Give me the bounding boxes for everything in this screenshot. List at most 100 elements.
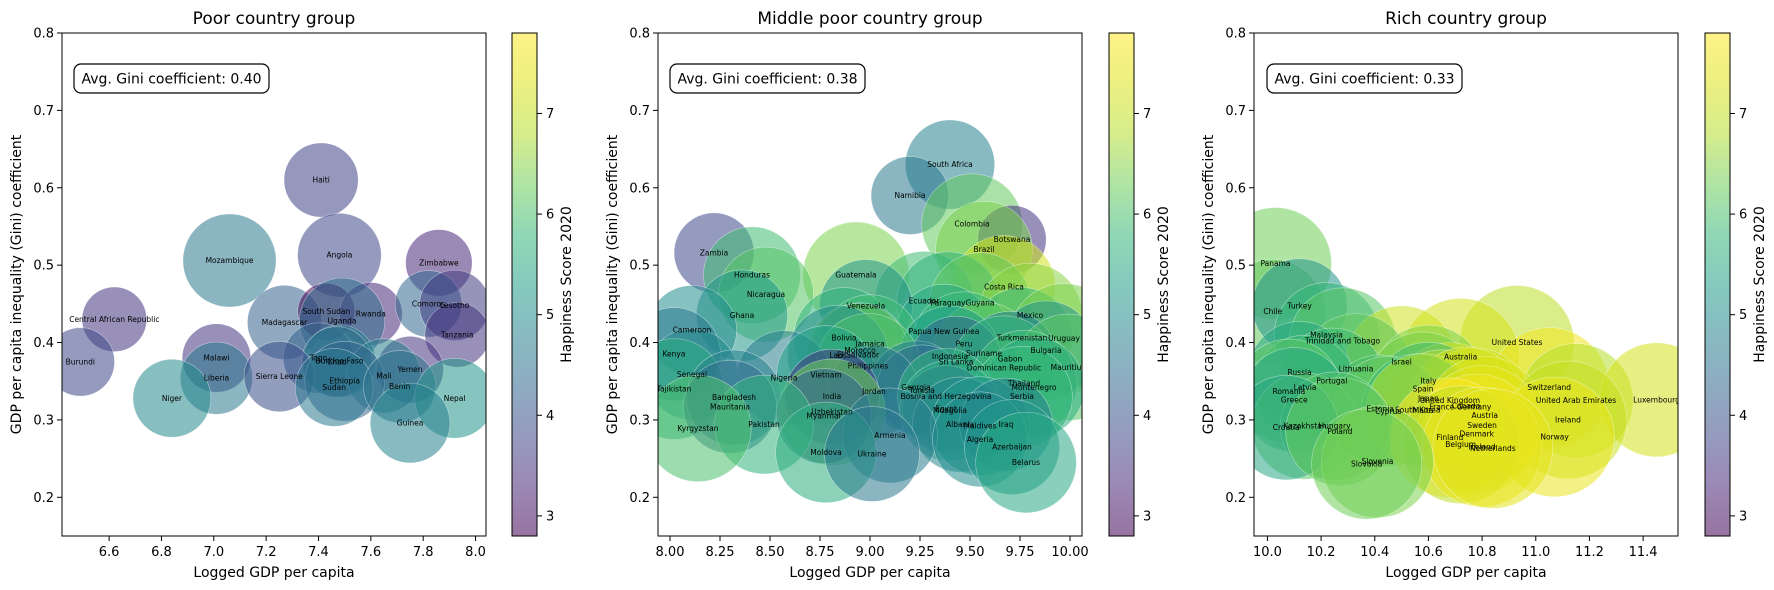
country-label: Cameroon [673, 326, 712, 335]
y-tick-label: 0.8 [33, 27, 54, 42]
bubble [369, 382, 451, 464]
country-label: Costa Rica [984, 282, 1024, 291]
y-tick-label: 0.4 [1225, 336, 1246, 351]
colorbar-label: Happiness Score 2020 [1156, 206, 1172, 363]
country-label: Australia [1444, 353, 1477, 362]
panel-rich: Rich country group Panama Chile Turkey Mala… [1201, 9, 1768, 581]
panel-title: Middle poor country group [757, 9, 982, 29]
country-label: Malta [1413, 406, 1434, 415]
country-label: Mali [376, 371, 391, 380]
x-tick-label: 8.75 [806, 545, 835, 560]
panel-title: Rich country group [1385, 9, 1547, 29]
country-label: Mozambique [206, 256, 254, 265]
country-label: Albania [946, 420, 974, 429]
country-label: Trinidad and Tobago [1304, 336, 1380, 345]
country-label: Jamaica [854, 340, 885, 349]
colorbar-tick-label: 5 [546, 308, 554, 323]
country-label: Zambia [700, 248, 728, 257]
colorbar-frame [1704, 32, 1731, 537]
y-tick-label: 0.4 [33, 336, 54, 351]
x-tick-label: 6.8 [151, 545, 172, 560]
colorbar-tick-label: 7 [546, 107, 554, 122]
colorbar-gradient [1705, 33, 1730, 536]
country-label: Venezuela [847, 302, 886, 311]
country-label: Georgia [901, 383, 930, 392]
panel-title: Poor country group [193, 9, 356, 29]
x-tick-label: 7.4 [308, 545, 329, 560]
y-axis-rich: 0.2 0.3 0.4 0.5 0.6 0.7 0.8 [1225, 27, 1254, 506]
country-label: Indonesia [932, 352, 968, 361]
colorbar-gradient [1109, 33, 1134, 536]
country-label: Botswana [994, 235, 1031, 244]
colorbar-tick-label: 6 [1739, 208, 1747, 223]
country-label: Sudan [322, 383, 346, 392]
country-label: Peru [956, 340, 973, 349]
country-label: Suriname [966, 349, 1002, 358]
x-axis-rich: 10.0 10.2 10.4 10.6 10.8 11.0 11.2 11.4 [1253, 536, 1658, 560]
country-label: Italy [1420, 377, 1437, 386]
country-label: Philippines [848, 361, 889, 370]
country-label: Ukraine [858, 449, 887, 458]
colorbar-tick-label: 4 [1143, 409, 1151, 424]
x-axis-label: Logged GDP per capita [1385, 565, 1546, 581]
country-label: Ghana [730, 311, 755, 320]
colorbar-tick-label: 4 [546, 409, 554, 424]
country-label: Tunisia [908, 386, 935, 395]
colorbar-tick-label: 4 [1739, 409, 1747, 424]
country-label: Spain [1413, 384, 1434, 393]
colorbar-frame [511, 32, 538, 537]
country-label: Pakistan [748, 420, 780, 429]
country-label: India [823, 392, 841, 401]
y-tick-label: 0.6 [33, 181, 54, 196]
country-label: Kenya [663, 350, 686, 359]
country-label: Lesotho [440, 301, 470, 310]
country-label: Uruguay [1048, 334, 1080, 343]
country-label: Bangladesh [712, 393, 756, 402]
country-label: Moldova [810, 448, 842, 457]
country-label: Serbia [1010, 392, 1034, 401]
y-axis-middle: 0.2 0.3 0.4 0.5 0.6 0.7 0.8 [629, 27, 658, 506]
country-label: Lithuania [1339, 364, 1374, 373]
country-label: South Korea [1395, 405, 1440, 414]
x-tick-label: 7.6 [360, 545, 381, 560]
country-label: Israel [1391, 357, 1412, 366]
colorbar-tick-label: 3 [1739, 509, 1747, 524]
y-axis-label: GDP per capita inequality (Gini) coeffic… [9, 134, 25, 434]
country-label: Slovenia [1361, 457, 1393, 466]
country-label: Nigeria [771, 374, 798, 383]
colorbar-tick-label: 5 [1143, 308, 1151, 323]
country-label: Belgium [1445, 440, 1476, 449]
y-tick-label: 0.8 [629, 27, 650, 42]
x-tick-label: 8.0 [465, 545, 486, 560]
country-label: Senegal [677, 370, 707, 379]
country-label: Bolivia [831, 333, 856, 342]
y-tick-label: 0.7 [1225, 104, 1246, 119]
country-label: United Kingdom [1420, 396, 1480, 405]
country-label: Sri Lanka [939, 357, 974, 366]
country-label: Central African Republic [69, 315, 159, 324]
x-axis-poor: 6.6 6.8 7.0 7.2 7.4 7.6 7.8 8.0 [99, 536, 486, 560]
annotation-text: Avg. Gini coefficient: 0.40 [81, 72, 261, 88]
bubble [975, 411, 1077, 514]
country-label: El Salvador [837, 350, 880, 359]
country-label: Ecuador [909, 296, 941, 305]
colorbar-rich: 3 4 5 6 7 Happiness Score 2020 [1704, 32, 1768, 537]
country-label: Kyrgyzstan [677, 424, 718, 433]
x-tick-label: 11.0 [1521, 545, 1550, 560]
country-label: Liberia [204, 374, 229, 383]
x-tick-label: 10.0 [1253, 545, 1282, 560]
colorbar-tick-label: 7 [1143, 107, 1151, 122]
annotation-box [73, 63, 270, 94]
bubble [824, 406, 920, 502]
country-label: Tanzania [440, 330, 474, 339]
country-label: Myanmar [806, 412, 842, 421]
bubble [132, 359, 212, 438]
x-tick-label: 6.6 [99, 545, 120, 560]
country-label: Sweden [1467, 421, 1497, 430]
colorbar-gradient [512, 33, 537, 536]
x-tick-label: 7.8 [413, 545, 434, 560]
country-label: Thailand [1007, 379, 1040, 388]
country-label: Turkmenistan [996, 333, 1048, 342]
country-label: Japan [1417, 394, 1439, 403]
